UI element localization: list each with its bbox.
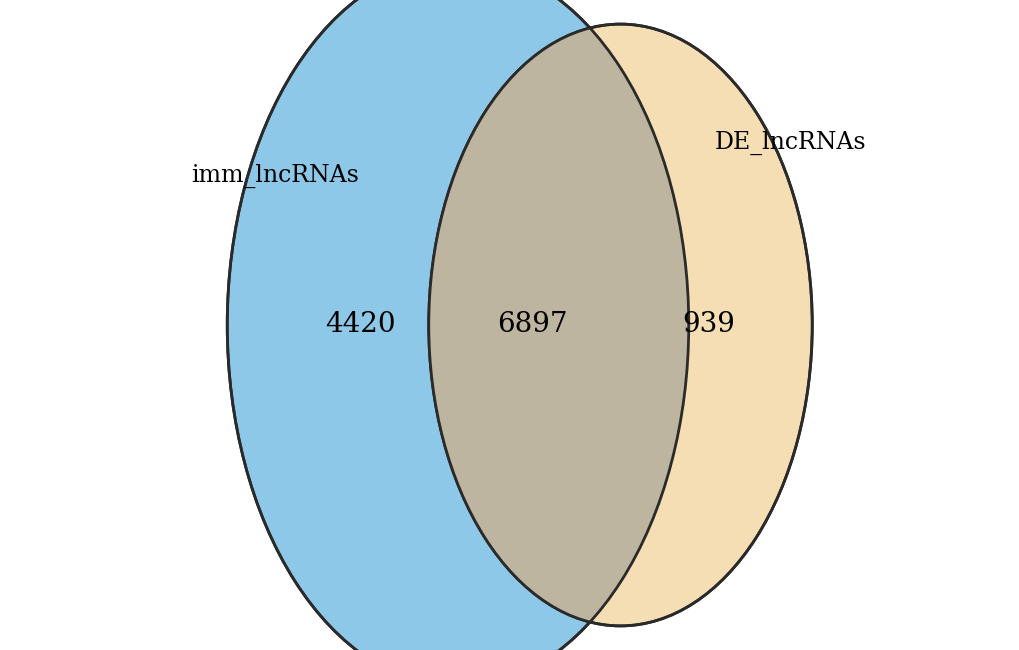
Text: imm_lncRNAs: imm_lncRNAs: [192, 163, 359, 188]
Ellipse shape: [428, 24, 811, 626]
Text: 6897: 6897: [497, 311, 568, 339]
Ellipse shape: [428, 24, 811, 626]
Ellipse shape: [227, 0, 688, 650]
Text: 939: 939: [681, 311, 734, 339]
Text: DE_lncRNAs: DE_lncRNAs: [714, 131, 865, 155]
Text: 4420: 4420: [325, 311, 395, 339]
